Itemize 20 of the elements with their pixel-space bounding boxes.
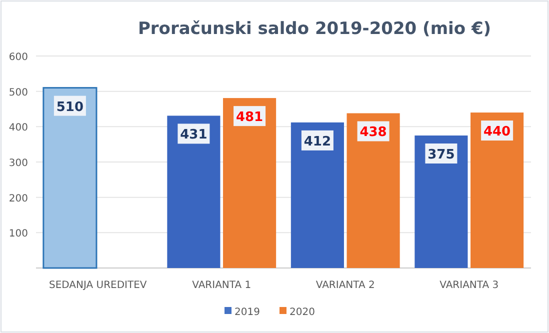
x-tick-label: VARIANTA 3 bbox=[440, 280, 499, 291]
y-tick-label: 300 bbox=[8, 158, 28, 169]
data-label: 431 bbox=[180, 128, 208, 143]
x-tick-label: VARIANTA 1 bbox=[192, 280, 252, 291]
y-tick-label: 500 bbox=[8, 87, 28, 98]
y-tick-label: 100 bbox=[8, 228, 28, 240]
data-label: 412 bbox=[304, 134, 332, 150]
legend-label: 2020 bbox=[290, 307, 315, 318]
data-label: 440 bbox=[483, 124, 511, 140]
x-tick-label: VARIANTA 2 bbox=[316, 280, 375, 291]
chart-title: Proračunski saldo 2019-2020 (mio €) bbox=[138, 19, 492, 39]
legend-label: 2019 bbox=[234, 307, 260, 318]
data-label: 481 bbox=[236, 110, 264, 126]
y-tick-label: 200 bbox=[8, 193, 28, 204]
x-tick-label: SEDANJA UREDITEV bbox=[48, 280, 147, 291]
data-label: 375 bbox=[428, 148, 455, 162]
y-tick-label: 600 bbox=[8, 52, 28, 63]
data-label: 510 bbox=[56, 100, 84, 115]
y-tick-label: 400 bbox=[8, 122, 28, 134]
data-label: 438 bbox=[360, 125, 387, 140]
